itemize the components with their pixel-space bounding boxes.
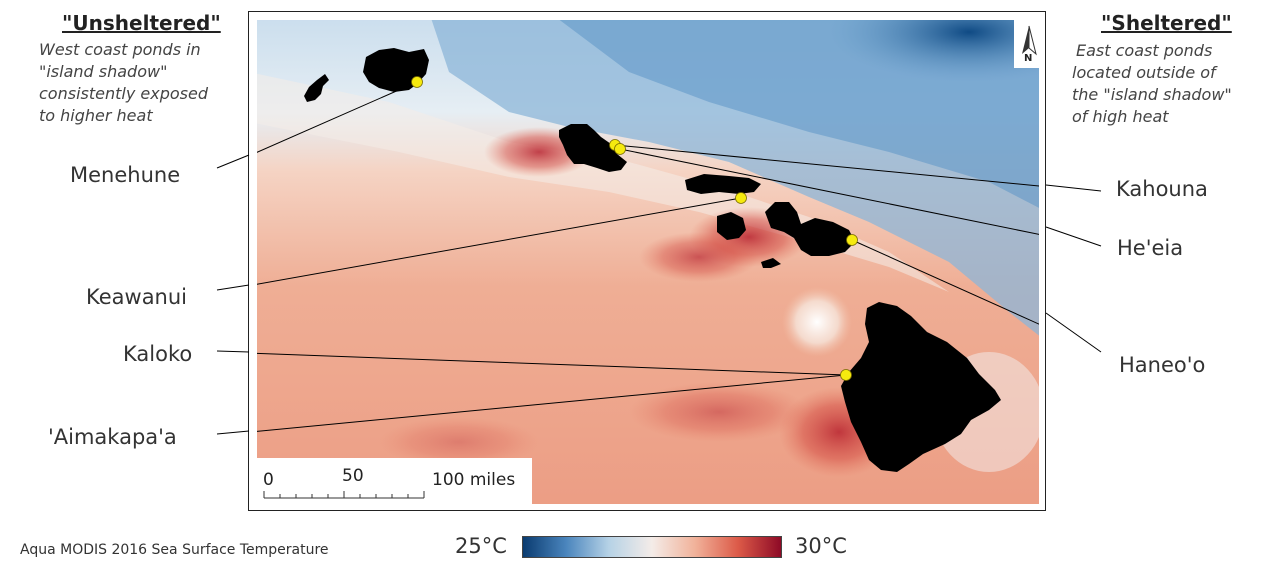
legend-max-label: 30°C	[795, 534, 847, 558]
leader-line-aimakapaa	[257, 374, 847, 432]
pond-label-menehune: Menehune	[70, 163, 181, 187]
island-maui	[765, 202, 855, 256]
sheltered-title: "Sheltered"	[1101, 11, 1232, 35]
north-arrow: N	[1014, 20, 1044, 68]
marker-heeia	[614, 143, 626, 155]
unsheltered-description: West coast ponds in "island shadow" cons…	[39, 39, 208, 127]
heat-patch-southwest	[379, 417, 539, 467]
description-line: located outside of	[1072, 63, 1216, 82]
pond-label-kaloko: Kaloko	[123, 342, 193, 366]
islands	[304, 48, 1001, 472]
pond-label-kahouna: Kahouna	[1116, 177, 1208, 201]
description-line: to higher heat	[39, 106, 153, 125]
leader-line-menehune	[257, 81, 418, 153]
description-line: West coast ponds in	[39, 40, 201, 59]
island-oahu	[559, 124, 627, 172]
leader-line-haneoo	[851, 239, 1039, 325]
description-line: consistently exposed	[39, 84, 208, 103]
description-line: East coast ponds	[1076, 41, 1213, 60]
scale-label-mid: 50	[342, 466, 364, 486]
leader-line-menehune-outer	[216, 154, 250, 169]
description-line: the "island shadow"	[1072, 85, 1232, 104]
description-line: of high heat	[1072, 107, 1169, 126]
north-arrow-icon	[1022, 25, 1037, 56]
leader-lines	[257, 81, 1039, 432]
sea-surface-temperature-map	[257, 20, 1039, 504]
marker-menehune	[411, 76, 423, 88]
legend-min-label: 25°C	[455, 534, 507, 558]
scale-bar: 0 50 100 miles	[256, 458, 532, 504]
north-label: N	[1024, 53, 1033, 64]
sheltered-description: East coast ponds located outside of the …	[1072, 40, 1232, 128]
description-line: "island shadow"	[39, 62, 168, 81]
data-source-caption: Aqua MODIS 2016 Sea Surface Temperature	[20, 542, 329, 558]
deep-cold-water	[829, 20, 1039, 82]
pond-label-heeia: He'eia	[1117, 236, 1184, 260]
pond-label-aimakapaa: 'Aimakapa'a	[48, 425, 177, 449]
leader-line-aimakapaa-outer	[216, 430, 250, 435]
scale-label-end: 100 miles	[432, 470, 516, 490]
leader-line-heeia	[619, 148, 1039, 235]
leader-line-haneoo-outer	[1045, 312, 1102, 353]
island-niihau	[304, 74, 329, 102]
leader-line-kahouna	[614, 144, 1039, 187]
leader-line-kaloko-outer	[216, 350, 250, 353]
heat-patch-lanai	[639, 232, 759, 282]
leader-line-keawanui	[257, 197, 742, 285]
pond-markers	[411, 76, 858, 381]
island-lanai	[717, 212, 746, 240]
pond-label-haneoo: Haneo'o	[1119, 353, 1206, 377]
marker-haneoo	[846, 234, 858, 246]
cool-eddy	[782, 287, 852, 357]
temperature-color-ramp	[522, 536, 782, 558]
unsheltered-title: "Unsheltered"	[62, 11, 221, 35]
leader-line-kaloko	[257, 352, 847, 376]
scale-label-zero: 0	[263, 470, 274, 490]
transition-band	[257, 73, 949, 292]
heat-patch-south	[629, 382, 809, 442]
island-hawaii	[841, 302, 1001, 472]
marker-keawanui	[735, 192, 747, 204]
leader-line-kahouna-outer	[1045, 184, 1102, 192]
island-kahoolawe	[761, 258, 781, 268]
marker-kaloko-aimakapaa	[840, 369, 852, 381]
pond-label-keawanui: Keawanui	[86, 285, 188, 309]
scale-bar-ticks	[263, 491, 425, 499]
leader-line-heeia-outer	[1045, 226, 1102, 247]
leader-line-keawanui-outer	[216, 284, 250, 291]
island-molokai	[685, 174, 761, 194]
map-frame	[248, 11, 1046, 511]
